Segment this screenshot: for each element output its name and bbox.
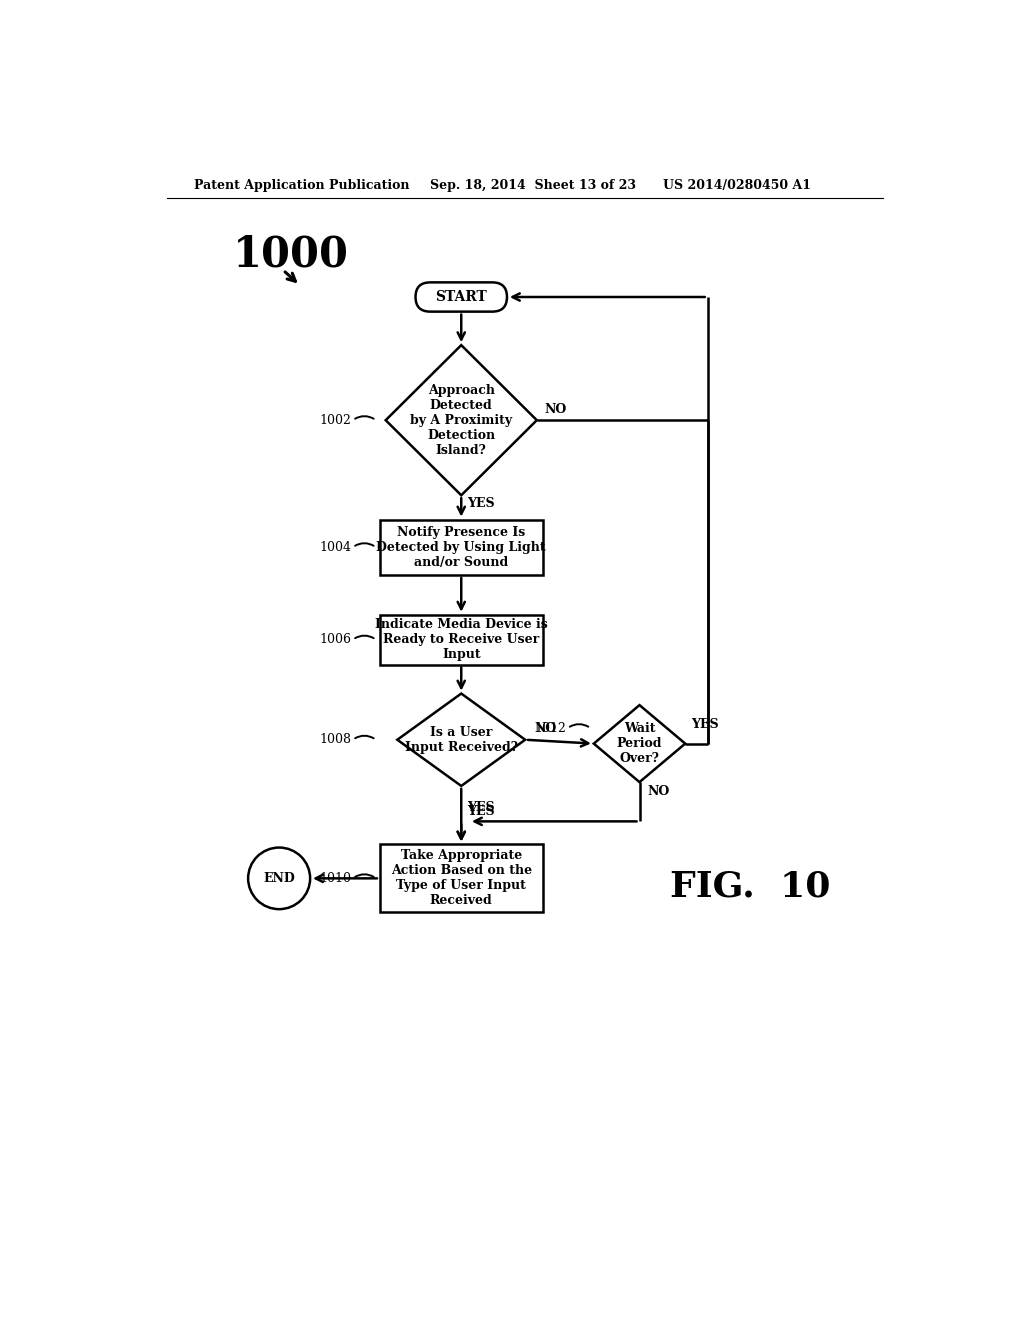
Text: 1008: 1008 xyxy=(319,733,351,746)
Text: Wait
Period
Over?: Wait Period Over? xyxy=(616,722,663,766)
Text: NO: NO xyxy=(545,403,567,416)
Text: YES: YES xyxy=(467,498,495,510)
FancyBboxPatch shape xyxy=(380,845,543,912)
FancyBboxPatch shape xyxy=(380,615,543,665)
Text: 1002: 1002 xyxy=(319,413,351,426)
Text: NO: NO xyxy=(647,785,670,797)
FancyBboxPatch shape xyxy=(416,282,507,312)
Text: YES: YES xyxy=(467,805,495,818)
Text: 1006: 1006 xyxy=(319,634,351,647)
Text: YES: YES xyxy=(691,718,719,731)
Polygon shape xyxy=(594,705,685,781)
Text: YES: YES xyxy=(467,801,495,813)
Circle shape xyxy=(248,847,310,909)
Text: Sep. 18, 2014  Sheet 13 of 23: Sep. 18, 2014 Sheet 13 of 23 xyxy=(430,178,636,191)
Text: END: END xyxy=(263,871,295,884)
Polygon shape xyxy=(397,693,525,785)
Text: Approach
Detected
by A Proximity
Detection
Island?: Approach Detected by A Proximity Detecti… xyxy=(411,384,512,457)
Text: Patent Application Publication: Patent Application Publication xyxy=(194,178,410,191)
Text: Take Appropriate
Action Based on the
Type of User Input
Received: Take Appropriate Action Based on the Typ… xyxy=(391,849,531,907)
Text: START: START xyxy=(435,290,487,304)
Text: 1004: 1004 xyxy=(319,541,351,554)
Text: Notify Presence Is
Detected by Using Light
and/or Sound: Notify Presence Is Detected by Using Lig… xyxy=(377,525,546,569)
FancyBboxPatch shape xyxy=(380,520,543,576)
Text: Indicate Media Device is
Ready to Receive User
Input: Indicate Media Device is Ready to Receiv… xyxy=(375,618,548,661)
Text: NO: NO xyxy=(535,722,557,735)
Text: US 2014/0280450 A1: US 2014/0280450 A1 xyxy=(663,178,811,191)
Text: Is a User
Input Received?: Is a User Input Received? xyxy=(404,726,518,754)
Text: 1000: 1000 xyxy=(232,234,348,276)
Text: FIG.  10: FIG. 10 xyxy=(671,869,831,903)
Text: 1010: 1010 xyxy=(319,871,351,884)
Polygon shape xyxy=(386,345,537,495)
Text: 1012: 1012 xyxy=(534,722,566,735)
